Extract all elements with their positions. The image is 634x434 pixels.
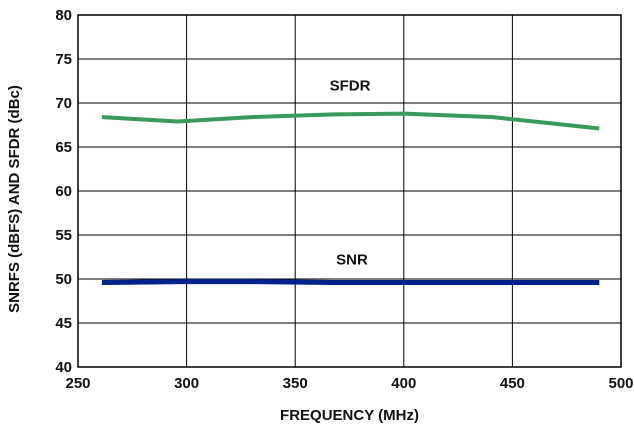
series-line-snr bbox=[101, 279, 600, 285]
tick-labels: 250 300 350 400 450 500 40 45 50 55 60 65 70 75 80 bbox=[55, 7, 633, 392]
x-tick-label: 500 bbox=[608, 375, 633, 392]
grid bbox=[77, 14, 622, 368]
y-tick-label: 65 bbox=[55, 139, 72, 156]
y-tick-label: 60 bbox=[55, 183, 72, 200]
x-tick-label: 300 bbox=[174, 375, 199, 392]
series-label-snr: SNR bbox=[336, 252, 368, 269]
y-tick-label: 45 bbox=[55, 315, 72, 332]
x-tick-label: 250 bbox=[65, 375, 90, 392]
y-tick-label: 75 bbox=[55, 51, 72, 68]
y-tick-label: 55 bbox=[55, 227, 72, 244]
plot-frame bbox=[77, 14, 622, 368]
x-axis-title: FREQUENCY (MHz) bbox=[280, 407, 419, 424]
series-labels: SFDR SNR bbox=[330, 77, 371, 268]
y-tick-label: 40 bbox=[55, 359, 72, 376]
x-tick-label: 450 bbox=[500, 375, 525, 392]
series-line-sfdr bbox=[101, 111, 600, 131]
series-lines bbox=[101, 111, 600, 285]
series-label-sfdr: SFDR bbox=[330, 77, 371, 94]
x-tick-label: 350 bbox=[283, 375, 308, 392]
y-axis-title: SNRFS (dBFS) AND SFDR (dBc) bbox=[6, 85, 23, 313]
y-tick-label: 80 bbox=[55, 7, 72, 24]
y-tick-label: 70 bbox=[55, 95, 72, 112]
y-tick-label: 50 bbox=[55, 271, 72, 288]
x-tick-label: 400 bbox=[391, 375, 416, 392]
